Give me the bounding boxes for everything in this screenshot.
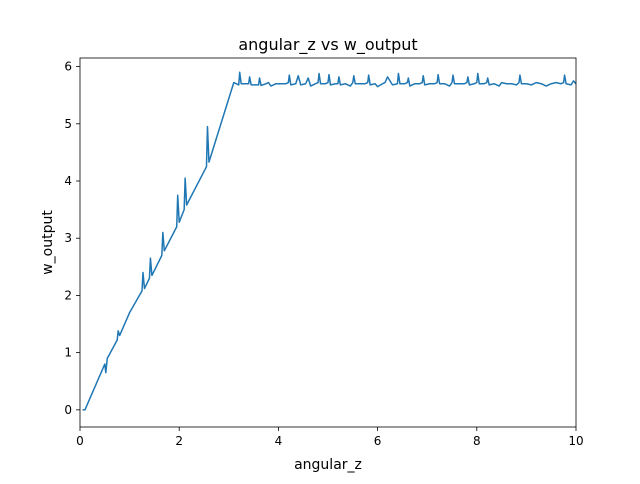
y-tick-label: 3	[64, 231, 72, 245]
x-tick-label: 4	[275, 434, 283, 448]
plot-area: 0 2 4 6 8 10 0 1 2 3 4 5 6	[64, 57, 584, 448]
series-line-0	[82, 71, 577, 411]
x-tick-label: 6	[374, 434, 382, 448]
x-axis-label: angular_z	[294, 457, 362, 473]
y-axis-label: w_output	[40, 210, 56, 275]
y-tick-label: 2	[64, 288, 72, 302]
y-tick-label: 4	[64, 174, 72, 188]
x-tick-label: 8	[473, 434, 481, 448]
y-tick-label: 5	[64, 117, 72, 131]
chart-title: angular_z vs w_output	[238, 35, 417, 55]
y-tick-label: 1	[64, 346, 72, 360]
plot-background	[80, 58, 576, 427]
y-tick-label: 6	[64, 60, 72, 74]
x-tick-label: 0	[76, 434, 84, 448]
x-tick-label: 2	[175, 434, 183, 448]
y-tick-label: 0	[64, 403, 72, 417]
x-tick-label: 10	[568, 434, 583, 448]
axes-frame	[79, 57, 577, 428]
